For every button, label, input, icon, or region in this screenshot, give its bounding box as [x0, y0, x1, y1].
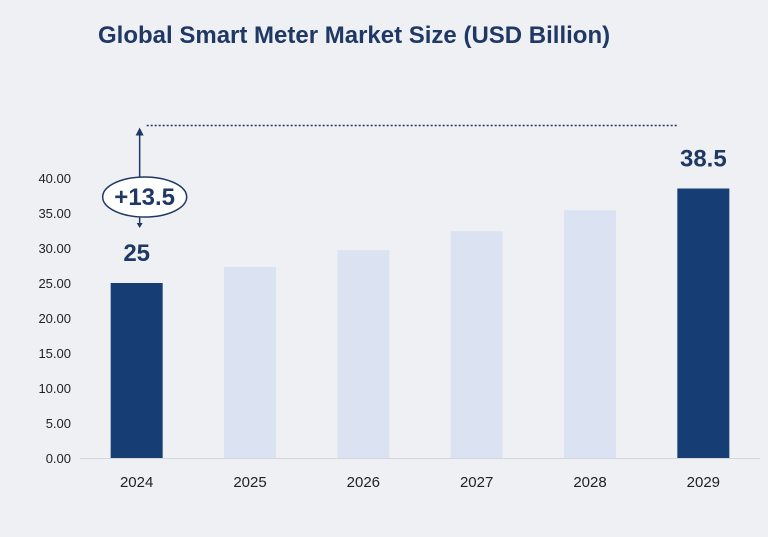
- chart-title: Global Smart Meter Market Size (USD Bill…: [98, 22, 611, 49]
- bar-2029: [677, 188, 730, 458]
- y-tick-label: 35.00: [38, 206, 71, 221]
- bar-2025: [224, 266, 276, 458]
- bar-2026: [337, 250, 390, 458]
- x-tick-label: 2029: [687, 474, 720, 491]
- data-label-2029: 38.5: [680, 146, 727, 173]
- x-tick-label: 2026: [347, 474, 380, 491]
- growth-annotation-ellipse: [101, 176, 188, 218]
- y-tick-label: 20.00: [38, 311, 71, 326]
- y-tick-label: 25.00: [38, 276, 71, 291]
- growth-arrow-down-head: [136, 223, 143, 228]
- bar-2028: [564, 210, 616, 458]
- growth-annotation-text: +13.5: [114, 184, 175, 211]
- x-tick-label: 2025: [233, 474, 266, 491]
- y-tick-label: 15.00: [38, 346, 71, 361]
- x-tick-label: 2028: [573, 474, 606, 491]
- y-tick-label: 30.00: [38, 241, 71, 256]
- y-tick-label: 5.00: [46, 416, 71, 431]
- y-tick-label: 0.00: [46, 451, 71, 466]
- y-tick-label: 40.00: [38, 171, 71, 186]
- growth-arrow-up-head: [135, 127, 144, 136]
- x-tick-label: 2027: [460, 474, 493, 491]
- y-tick-label: 10.00: [38, 381, 71, 396]
- x-tick-label: 2024: [120, 474, 153, 491]
- bar-2027: [450, 231, 503, 458]
- bar-2024: [110, 283, 163, 458]
- data-label-2024: 25: [123, 240, 150, 267]
